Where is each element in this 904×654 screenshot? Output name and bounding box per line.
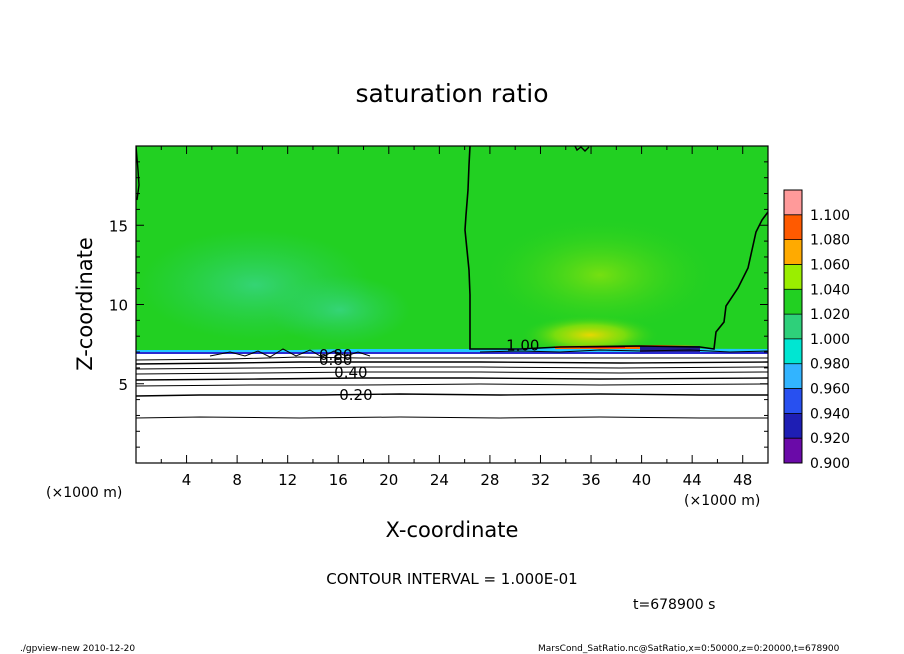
colorbar-label: 0.940 xyxy=(810,406,850,422)
colorbar-swatch xyxy=(784,413,802,439)
field-hotspot xyxy=(520,315,660,355)
x-tick-label: 12 xyxy=(278,471,297,489)
contour-label: 0.20 xyxy=(339,386,372,404)
colorbar-swatch xyxy=(784,338,802,364)
x-axis-label: X-coordinate xyxy=(386,518,519,542)
x-tick-label: 28 xyxy=(480,471,499,489)
colorbar-label: 1.100 xyxy=(810,208,850,224)
x-tick-label: 16 xyxy=(329,471,348,489)
x-tick-label: 36 xyxy=(581,471,600,489)
contour-label: 1.00 xyxy=(506,337,539,355)
contour-labels: 0.20 0.400.600.80 1.00 xyxy=(319,337,539,404)
contour-line xyxy=(136,356,768,361)
colorbar-swatch xyxy=(784,214,802,240)
colorbar-swatch xyxy=(784,239,802,265)
contour-interval-text: CONTOUR INTERVAL = 1.000E-01 xyxy=(326,570,577,588)
boundary-band-blue xyxy=(136,352,768,354)
field-patch-right xyxy=(480,215,720,335)
x-tick-label: 48 xyxy=(733,471,752,489)
y-axis-label: Z-coordinate xyxy=(73,237,97,371)
saturation-field xyxy=(136,146,768,463)
contour-line xyxy=(136,383,768,387)
colorbar-swatch xyxy=(784,388,802,414)
colorbar-label: 1.020 xyxy=(810,307,850,323)
field-patch-left-2 xyxy=(270,275,410,345)
contour-line xyxy=(136,371,768,375)
contour-line xyxy=(136,361,768,365)
colorbar-label: 0.980 xyxy=(810,357,850,373)
colorbar-swatch xyxy=(784,264,802,290)
colorbar-swatch xyxy=(784,438,802,463)
contour-line-1.00 xyxy=(464,146,768,350)
x-tick-label: 24 xyxy=(430,471,449,489)
x-tick-label: 32 xyxy=(531,471,550,489)
chart-title: saturation ratio xyxy=(355,79,548,108)
contour-line xyxy=(136,393,768,397)
contour-line xyxy=(136,377,768,381)
x-tick-label: 44 xyxy=(683,471,702,489)
y-axis-ticks: 5 10 15 xyxy=(109,161,768,448)
x-axis-ticks: 4 8 12 16 20 24 28 32 36 40 44 48 xyxy=(160,146,752,489)
colorbar: 0.900 0.920 0.940 0.960 0.980 1.000 1.020 1.040… xyxy=(783,189,850,472)
contour-label: 0.40 xyxy=(334,364,367,382)
colorbar-label: 0.920 xyxy=(810,431,850,447)
boundary-band-cyan xyxy=(136,348,768,353)
footer-left: ./gpview-new 2010-12-20 xyxy=(20,644,135,654)
footer-right: MarsCond_SatRatio.nc@SatRatio,x=0:50000,… xyxy=(538,644,840,654)
x-unit-label-right: (×1000 m) xyxy=(684,493,760,509)
contour-line xyxy=(136,416,768,419)
colorbar-label: 1.080 xyxy=(810,233,850,249)
x-tick-label: 8 xyxy=(232,471,242,489)
y-tick-label: 5 xyxy=(118,376,128,394)
colorbar-swatch xyxy=(784,190,802,215)
x-tick-label: 4 xyxy=(182,471,192,489)
x-unit-label-left: (×1000 m) xyxy=(46,485,122,501)
colorbar-label: 0.900 xyxy=(810,456,850,472)
y-tick-label: 10 xyxy=(109,297,128,315)
colorbar-label: 1.060 xyxy=(810,257,850,273)
colorbar-swatch xyxy=(784,289,802,315)
field-background-lower xyxy=(136,354,768,463)
contour-label: 0.80 xyxy=(319,346,352,364)
colorbar-swatch xyxy=(784,314,802,339)
contour-line-1.00-top xyxy=(574,146,590,152)
colorbar-swatch xyxy=(784,363,802,389)
contour-lines xyxy=(136,146,768,419)
contour-line-wiggly xyxy=(209,348,371,358)
time-text: t=678900 s xyxy=(633,597,715,613)
contour-line xyxy=(136,366,768,370)
colorbar-label: 0.960 xyxy=(810,382,850,398)
x-tick-label: 40 xyxy=(632,471,651,489)
contour-line-wiggly xyxy=(479,349,768,353)
x-tick-label: 20 xyxy=(379,471,398,489)
y-tick-label: 15 xyxy=(109,217,128,235)
colorbar-label: 1.000 xyxy=(810,332,850,348)
contour-label: 0.60 xyxy=(319,351,352,369)
colorbar-label: 1.040 xyxy=(810,282,850,298)
